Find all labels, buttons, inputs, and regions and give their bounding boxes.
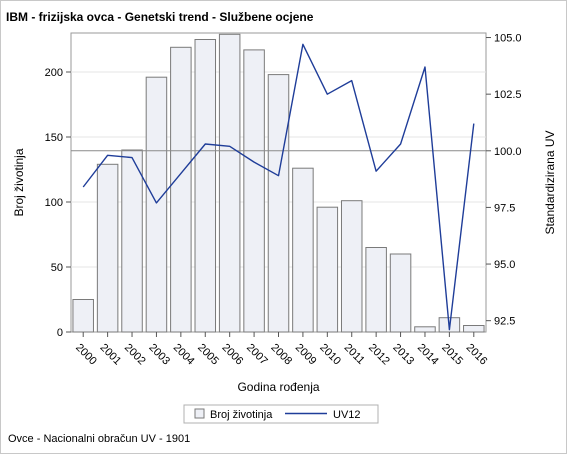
- bar: [96, 163, 119, 333]
- y2-tick-label: 100.0: [494, 146, 522, 158]
- y2-tick-label: 95.0: [494, 259, 515, 271]
- chart-title: IBM - frizijska ovca - Genetski trend - …: [6, 10, 314, 24]
- y-tick-label: 0: [57, 327, 63, 339]
- x-tick-label: 2007: [244, 342, 270, 368]
- bar: [218, 33, 241, 333]
- bar: [463, 325, 485, 333]
- bar: [170, 46, 192, 333]
- legend-bar-label: Broj životinja: [210, 409, 273, 421]
- x-tick-label: 2004: [171, 342, 197, 368]
- bar: [194, 39, 217, 333]
- y-tick-label: 200: [45, 67, 63, 79]
- x-tick-label: 2014: [415, 342, 441, 368]
- legend-bar-swatch: [194, 408, 205, 419]
- bar: [72, 299, 94, 333]
- uv12-line: [82, 43, 475, 331]
- bar: [414, 326, 436, 333]
- x-axis-label: Godina rođenja: [237, 380, 319, 394]
- x-tick-label: 2013: [390, 342, 416, 368]
- x-tick-label: 2009: [293, 342, 319, 368]
- x-tick-label: 2003: [146, 342, 172, 368]
- bar: [267, 74, 290, 333]
- y-tick-label: 100: [45, 197, 63, 209]
- bar: [292, 167, 314, 333]
- y-axis-label: Broj životinja: [12, 148, 26, 216]
- x-tick-label: 2005: [195, 342, 221, 368]
- legend: Broj životinja UV12: [183, 404, 379, 424]
- bar: [389, 253, 412, 333]
- x-tick-label: 2008: [268, 342, 294, 368]
- bar: [340, 200, 363, 333]
- y2-axis-label: Standardizirana UV: [543, 130, 557, 234]
- x-tick-label: 2011: [342, 342, 367, 367]
- y2-tick-label: 92.5: [494, 316, 515, 328]
- legend-line-label: UV12: [333, 409, 361, 421]
- y2-tick-label: 102.5: [494, 89, 522, 101]
- x-tick-label: 2000: [73, 342, 99, 368]
- x-tick-label: 2016: [464, 342, 490, 368]
- y2-tick-label: 105.0: [494, 33, 522, 45]
- bar-series: [72, 33, 485, 333]
- bar: [145, 76, 168, 333]
- bar: [243, 49, 265, 333]
- x-tick-label: 2006: [220, 342, 246, 368]
- y2-tick-label: 97.5: [494, 202, 515, 214]
- x-tick-label: 2012: [366, 342, 392, 368]
- x-tick-label: 2001: [97, 342, 123, 368]
- footnote: Ovce - Nacionalni obračun UV - 1901: [8, 433, 190, 445]
- x-tick-label: 2010: [317, 342, 343, 368]
- x-tick-label: 2002: [122, 342, 148, 368]
- x-tick-label: 2015: [439, 342, 465, 368]
- bar: [316, 206, 339, 333]
- line-series: [82, 43, 475, 331]
- bar: [365, 247, 387, 333]
- y-tick-label: 50: [51, 262, 63, 274]
- y-tick-label: 150: [45, 132, 63, 144]
- legend-box: [183, 404, 379, 424]
- bar: [121, 149, 143, 333]
